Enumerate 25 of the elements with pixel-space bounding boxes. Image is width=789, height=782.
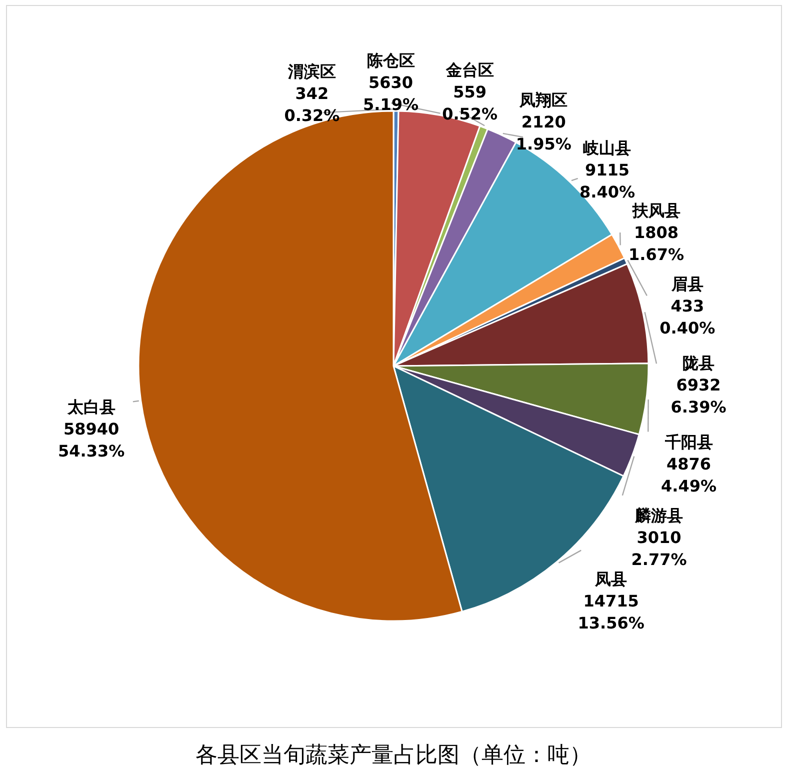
slice-label: 金台区 [444,60,494,80]
data-label: 3010 2.77% [631,528,687,570]
data-label: 1808 1.67% [628,223,684,264]
data-label: 342 0.32% [284,84,340,126]
data-label: 4876 4.49% [661,454,717,496]
text: 各县区当旬蔬菜产量占比图（单位：吨） [196,743,592,768]
data-label: 9115 8.40% [579,160,635,202]
data-label: 559 0.52% [442,82,498,124]
slice-label: 渭滨区 [286,62,336,82]
slice-label: 千阳县 [664,432,713,452]
slice-label: 陇县 [682,353,714,372]
slice-label: 眉县 [670,274,704,294]
slice-label: 凤县 [594,570,628,589]
slice-label: 扶风县 [631,201,680,220]
data-label: 2120 1.95% [516,112,572,154]
data-label: 14715 13.56% [578,592,644,633]
data-label: 58940 54.33% [58,419,125,460]
data-label: 6932 6.39% [670,375,726,416]
data-label: 5630 5.19% [363,73,419,114]
slice-label: 麟游县 [634,506,683,526]
slice-label: 凤翔区 [518,90,568,110]
slice-label: 岐山县 [583,138,632,158]
slice-label: 陈仓区 [366,51,415,70]
slice-label: 太白县 [66,397,116,416]
data-label: 433 0.40% [660,296,716,338]
